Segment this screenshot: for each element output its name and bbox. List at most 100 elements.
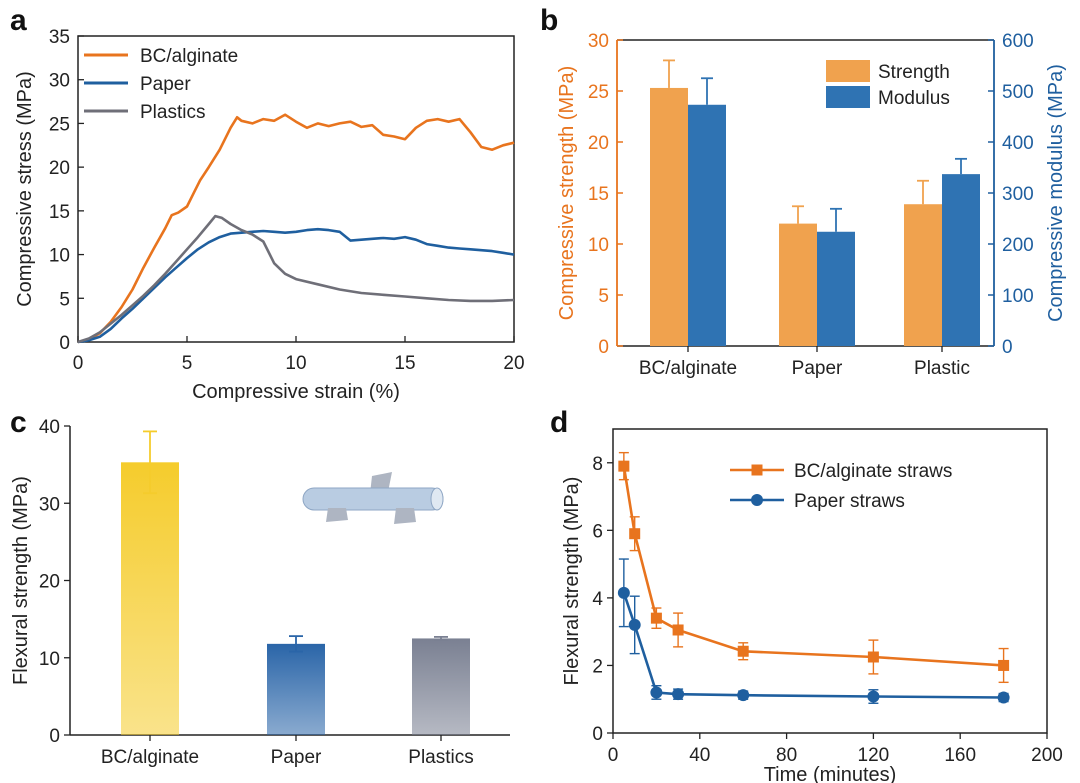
y2-tick-label: 100 <box>1002 286 1034 307</box>
legend-marker <box>751 494 763 506</box>
y-axis-title: Flexural strength (MPa) <box>561 477 583 686</box>
legend-swatch <box>826 60 870 82</box>
y2-tick-label: 0 <box>1002 337 1013 358</box>
y-tick-label: 4 <box>592 589 603 610</box>
panel-a: a 0 5 10 15 20 25 30 35 0 5 10 15 20 Compressive strai… <box>10 4 525 403</box>
legend-marker <box>751 464 763 476</box>
y-tick-label: 25 <box>588 82 609 103</box>
x-tick-label: Paper <box>792 358 843 379</box>
y-axis-title: Compressive stress (MPa) <box>14 71 36 307</box>
y-axis-title: Flexural strength (MPa) <box>10 476 32 685</box>
x-tick-label: 5 <box>182 353 193 374</box>
y-tick-label: 6 <box>592 521 603 542</box>
data-point <box>672 624 684 636</box>
x-tick-label: 20 <box>503 353 524 374</box>
y-tick-label: 20 <box>588 133 609 154</box>
x-tick-label: Plastic <box>914 358 970 379</box>
y2-tick-label: 300 <box>1002 184 1034 205</box>
bar-modulus <box>942 174 980 346</box>
y2-tick-label: 600 <box>1002 31 1034 52</box>
straw-tube <box>302 487 444 511</box>
straw-end <box>430 487 444 511</box>
y-tick-label: 30 <box>39 494 60 515</box>
legend-label: Paper <box>140 74 191 95</box>
straw-bending-illustration <box>302 472 444 524</box>
y-tick-label: 8 <box>592 454 603 475</box>
y-tick-label: 0 <box>592 724 603 745</box>
x-tick-label: 200 <box>1031 745 1063 766</box>
data-point <box>618 460 630 472</box>
bar <box>412 638 470 735</box>
y-tick-label: 5 <box>59 289 70 310</box>
x-tick-label: BC/alginate <box>639 358 737 379</box>
data-point <box>867 690 880 703</box>
data-point <box>998 659 1010 671</box>
panel-b: b0510152025300100200300400500600Compress… <box>540 4 1067 379</box>
bar <box>267 643 325 735</box>
y-tick-label: 15 <box>49 202 70 223</box>
y-tick-label: 20 <box>49 158 70 179</box>
data-point <box>629 528 641 540</box>
y-axis-title: Compressive strength (MPa) <box>556 66 578 321</box>
legend-label: BC/alginate <box>140 46 238 67</box>
y2-tick-label: 400 <box>1002 133 1034 154</box>
x-tick-label: 160 <box>944 745 976 766</box>
bar-strength <box>904 204 942 346</box>
y-tick-label: 0 <box>49 726 60 747</box>
y-tick-label: 0 <box>59 333 70 354</box>
legend-swatch <box>826 86 870 108</box>
y-tick-label: 0 <box>598 337 609 358</box>
y-tick-label: 35 <box>49 27 70 48</box>
x-tick-label: BC/alginate <box>101 747 199 768</box>
y2-tick-label: 200 <box>1002 235 1034 256</box>
bar-modulus <box>817 231 855 346</box>
bar-modulus <box>688 104 726 347</box>
x-tick-label: 0 <box>73 353 84 374</box>
x-tick-label: 120 <box>858 745 890 766</box>
legend-label: Paper straws <box>794 491 905 512</box>
bar <box>121 462 179 735</box>
data-point <box>737 645 749 657</box>
bar-strength <box>650 87 688 346</box>
x-tick-label: 80 <box>776 745 797 766</box>
y-tick-label: 30 <box>588 31 609 52</box>
y-tick-label: 10 <box>49 246 70 267</box>
y-tick-label: 5 <box>598 286 609 307</box>
y-tick-label: 20 <box>39 572 60 593</box>
y-tick-label: 40 <box>39 417 60 438</box>
legend-label: Modulus <box>878 88 950 109</box>
y-tick-label: 10 <box>39 649 60 670</box>
data-point <box>672 688 685 701</box>
panel-c: c 0 10 20 30 40 Flexural strength (MPa) BC/algi… <box>10 406 510 768</box>
series-line-paper-straws <box>622 592 1004 699</box>
legend-label: BC/alginate straws <box>794 461 952 482</box>
x-tick-label: Paper <box>271 747 322 768</box>
support-pin-right <box>394 508 416 524</box>
legend-label: Strength <box>878 62 950 83</box>
bar-strength <box>779 223 817 346</box>
data-point <box>867 651 879 663</box>
y-tick-label: 10 <box>588 235 609 256</box>
y2-tick-label: 500 <box>1002 82 1034 103</box>
y2-axis-title: Compressive modulus (MPa) <box>1045 64 1067 322</box>
y-tick-label: 30 <box>49 71 70 92</box>
data-point <box>650 612 662 624</box>
x-tick-label: 0 <box>608 745 619 766</box>
panel-label-b: b <box>540 4 558 37</box>
panel-label-c: c <box>10 406 27 439</box>
x-axis-title: Time (minutes) <box>764 764 897 783</box>
plot-frame <box>612 428 1048 734</box>
x-tick-label: Plastics <box>408 747 473 768</box>
support-pin-left <box>326 508 348 522</box>
y-tick-label: 25 <box>49 114 70 135</box>
data-point <box>737 689 750 702</box>
data-point <box>628 618 641 631</box>
x-tick-label: 15 <box>394 353 415 374</box>
legend-label: Plastics <box>140 102 205 123</box>
panel-label-a: a <box>10 4 27 37</box>
x-axis-title: Compressive strain (%) <box>192 381 400 403</box>
series-line-plastics <box>77 214 515 344</box>
data-point <box>997 691 1010 704</box>
series-line-paper <box>77 227 515 344</box>
